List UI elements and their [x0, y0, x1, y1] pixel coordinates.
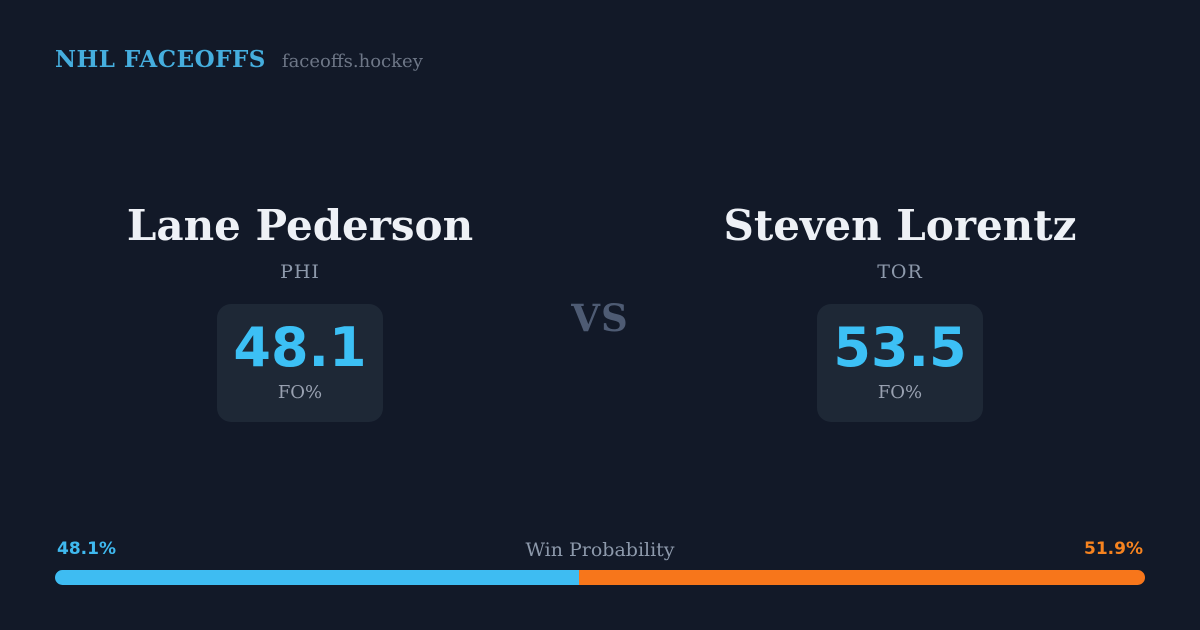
brand-title: NHL FACEOFFS — [55, 46, 266, 73]
stat-value: 53.5 — [833, 316, 967, 380]
win-probability-section: 48.1% Win Probability 51.9% — [55, 539, 1145, 585]
stat-label: FO% — [877, 382, 923, 404]
win-probability-labels: 48.1% Win Probability 51.9% — [55, 539, 1145, 563]
header: NHL FACEOFFS faceoffs.hockey — [55, 46, 423, 73]
win-probability-right-pct: 51.9% — [1084, 539, 1143, 559]
player-card-left: Lane Pederson PHI 48.1 FO% — [100, 201, 500, 423]
win-probability-title: Win Probability — [525, 539, 675, 561]
win-bar-right — [579, 570, 1145, 585]
player-card-right: Steven Lorentz TOR 53.5 FO% — [700, 201, 1100, 423]
win-bar-left — [55, 570, 580, 585]
stat-value: 48.1 — [233, 316, 367, 380]
player-name: Lane Pederson — [126, 201, 474, 250]
win-probability-left-pct: 48.1% — [57, 539, 116, 559]
player-name: Steven Lorentz — [723, 201, 1077, 250]
win-probability-bar — [55, 570, 1145, 585]
player-team: PHI — [280, 261, 320, 284]
stat-label: FO% — [277, 382, 323, 404]
site-url: faceoffs.hockey — [281, 51, 423, 72]
stat-box: 48.1 FO% — [217, 304, 383, 423]
vs-label: VS — [571, 296, 629, 340]
stat-box: 53.5 FO% — [817, 304, 983, 423]
player-team: TOR — [877, 261, 923, 284]
